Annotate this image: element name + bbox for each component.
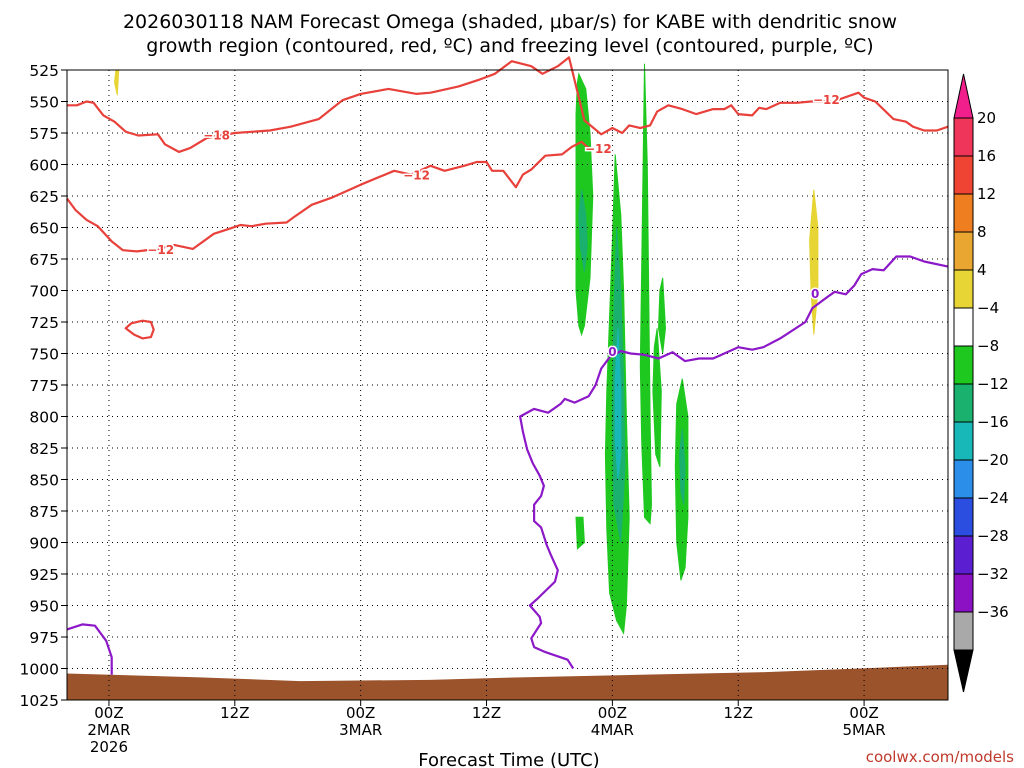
colorbar-label-1: 16 [977, 147, 996, 165]
colorbar-label-9: −20 [977, 451, 1009, 469]
colorbar-label-4: 4 [977, 261, 987, 279]
colorbar-swatch-6 [953, 345, 974, 385]
y-tick-label-1025: 1025 [20, 692, 59, 710]
colorbar-swatch-0 [953, 117, 974, 157]
label-freezing-a: 0 [608, 345, 616, 359]
y-tick-label-950: 950 [29, 598, 59, 616]
x-tick-label-18-2: 3MAR [339, 721, 382, 739]
ground-terrain [67, 664, 948, 700]
y-tick-label-575: 575 [29, 125, 59, 143]
freezing_level_main [519, 255, 949, 670]
colorbar-bottom-arrow [953, 649, 974, 693]
omega_green_cell_c [639, 63, 653, 525]
y-axis: 525 550 575 600 625 650 675 700 725 750 775 800 825 8… [20, 62, 67, 710]
y-tick-label-850: 850 [29, 472, 59, 490]
ground-surface [67, 664, 948, 700]
colorbar-swatch-5 [953, 307, 974, 347]
colorbar-label-11: −28 [977, 527, 1009, 545]
colorbar-swatch-3 [953, 231, 974, 271]
y-tick-label-900: 900 [29, 535, 59, 553]
colorbar-label-0: 20 [977, 109, 996, 127]
label-dgz-upper-cold: −18 [203, 128, 230, 142]
x-tick-label-0-1: 00Z [94, 704, 123, 722]
colorbar-label-3: 8 [977, 223, 987, 241]
colorbar-label-6: −8 [977, 337, 999, 355]
colorbar-swatch-10 [953, 497, 974, 537]
freezing_level_left [66, 623, 113, 675]
omega_green_cell_d [657, 277, 667, 354]
colorbar-label-7: −12 [977, 375, 1009, 393]
y-tick-label-625: 625 [29, 188, 59, 206]
label-dgz-right-b: −12 [813, 93, 840, 107]
colorbar-label-10: −24 [977, 489, 1009, 507]
dgz_lower_-12 [66, 140, 594, 253]
y-tick-label-800: 800 [29, 409, 59, 427]
colorbar-swatch-9 [953, 459, 974, 499]
omega_teal_a [578, 189, 588, 272]
colorbar-swatch-4 [953, 269, 974, 309]
y-tick-label-650: 650 [29, 220, 59, 238]
x-tick-label-9-1: 12Z [220, 704, 249, 722]
omega_green_blob_g [575, 516, 585, 550]
x-tick-label-45-1: 12Z [724, 704, 753, 722]
x-axis-title: Forecast Time (UTC) [418, 750, 599, 768]
y-tick-label-550: 550 [29, 94, 59, 112]
y-tick-label-775: 775 [29, 377, 59, 395]
label-dgz-right-a: −12 [585, 142, 612, 156]
colorbar-top-arrow [953, 73, 974, 119]
colorbar-label-12: −32 [977, 565, 1009, 583]
label-dgz-lower-a: −12 [403, 169, 430, 183]
x-tick-label-54-1: 00Z [849, 704, 878, 722]
contour-series [66, 56, 949, 675]
colorbar-label-2: 12 [977, 185, 996, 203]
colorbar-swatch-8 [953, 421, 974, 461]
y-tick-label-975: 975 [29, 629, 59, 647]
omega_teal_f [678, 429, 686, 505]
colorbar-label-13: −36 [977, 603, 1009, 621]
chart-title-line2: growth region (contoured, red, ºC) and f… [146, 35, 873, 57]
colorbar-swatch-2 [953, 193, 974, 233]
dgz_small_ring [124, 319, 155, 340]
x-tick-label-36-1: 00Z [598, 704, 627, 722]
colorbar-swatch-11 [953, 535, 974, 575]
chart-title-line1: 2026030118 NAM Forecast Omega (shaded, μ… [123, 11, 897, 33]
omega-shaded-regions [113, 63, 819, 635]
x-tick-label-27-1: 12Z [472, 704, 501, 722]
y-tick-label-700: 700 [29, 283, 59, 301]
colorbar-swatch-13 [953, 611, 974, 651]
omega_green_cell_e [652, 328, 662, 468]
x-tick-label-18-1: 00Z [346, 704, 375, 722]
colorbar: 20 16 12 8 4 −4 −8 −12 −16 −20 −24 −28 −32 −36 [953, 73, 1009, 693]
colorbar-label-5: −4 [977, 299, 999, 317]
y-tick-label-725: 725 [29, 314, 59, 332]
y-tick-label-750: 750 [29, 346, 59, 364]
grid-lines [67, 70, 948, 700]
y-tick-label-825: 825 [29, 440, 59, 458]
x-tick-label-54-2: 5MAR [843, 721, 886, 739]
y-tick-label-1000: 1000 [20, 661, 59, 679]
y-tick-label-675: 675 [29, 251, 59, 269]
label-freezing-b: 0 [811, 287, 819, 301]
credit-text: coolwx.com/models [866, 748, 1014, 766]
label-dgz-lower-b: −12 [147, 243, 174, 257]
x-tick-label-0-2: 2MAR [87, 721, 130, 739]
y-tick-label-600: 600 [29, 157, 59, 175]
colorbar-swatch-7 [953, 383, 974, 423]
y-tick-label-925: 925 [29, 566, 59, 584]
colorbar-swatch-1 [953, 155, 974, 195]
x-tick-label-0-3: 2026 [90, 738, 128, 756]
colorbar-label-8: −16 [977, 413, 1009, 431]
omega_yellow_top [113, 69, 120, 96]
y-tick-label-875: 875 [29, 503, 59, 521]
colorbar-swatch-12 [953, 573, 974, 613]
contour-labels: −12 −12 −18 −12 −12 0 0 [146, 91, 841, 360]
dgz_upper_-12 [67, 56, 949, 153]
x-tick-label-36-2: 4MAR [591, 721, 634, 739]
y-tick-label-525: 525 [29, 62, 59, 80]
